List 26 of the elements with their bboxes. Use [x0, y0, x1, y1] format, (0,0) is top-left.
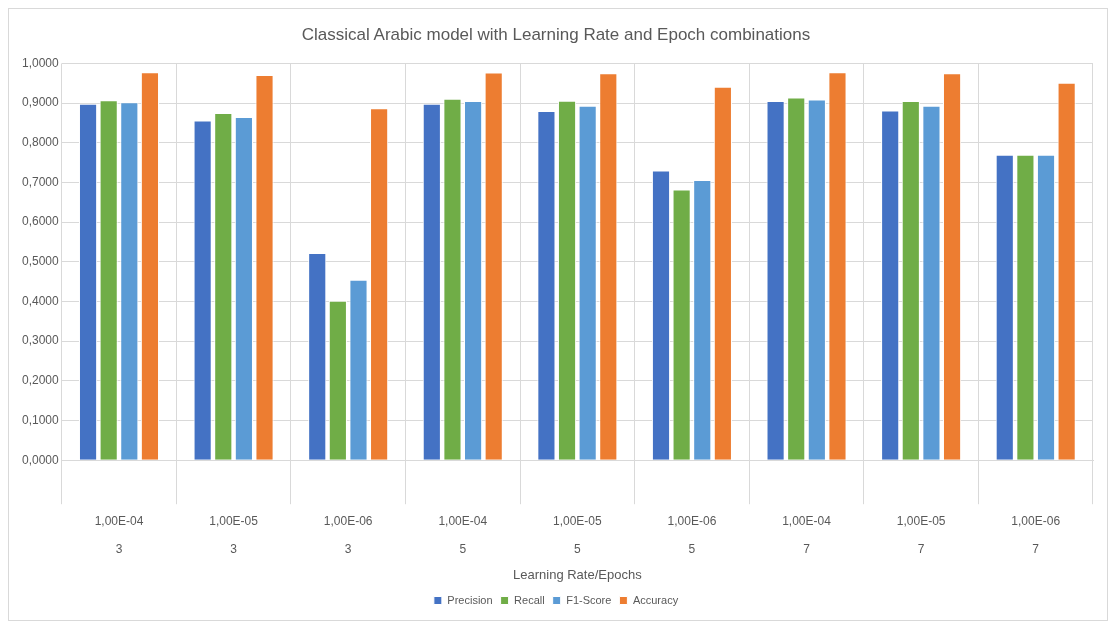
- legend-label: Accuracy: [632, 593, 679, 606]
- x-tick-label: 1,00E-04 3: [94, 514, 144, 556]
- x-tick-label: 1,00E-04 7: [782, 514, 832, 556]
- legend-label: Precision: [447, 593, 493, 606]
- y-tick-label: 0,3000: [22, 333, 60, 348]
- y-tick-label: 0,9000: [22, 95, 60, 110]
- x-tick-label: 1,00E-04 5: [438, 514, 488, 556]
- y-tick-label: 0,4000: [22, 293, 60, 308]
- y-tick-label: 0,2000: [22, 373, 60, 388]
- x-axis-title: Learning Rate/Epochs: [513, 566, 643, 582]
- legend-label: Recall: [514, 593, 545, 606]
- legend-label: F1-Score: [566, 593, 612, 606]
- chart-title: Classical Arabic model with Learning Rate and Epoch combinations: [301, 24, 811, 44]
- y-tick-label: 0,7000: [22, 174, 60, 189]
- x-tick-label: 1,00E-05 5: [553, 514, 603, 556]
- y-tick-label: 0,6000: [22, 214, 60, 229]
- y-tick-label: 0,0000: [22, 452, 60, 467]
- x-tick-label: 1,00E-06 5: [667, 514, 717, 556]
- x-tick-label: 1,00E-05 7: [896, 514, 946, 556]
- y-tick-label: 0,1000: [22, 412, 60, 427]
- y-tick-label: 1,0000: [22, 55, 60, 70]
- y-tick-label: 0,8000: [22, 135, 60, 150]
- x-tick-label: 1,00E-05 3: [209, 514, 259, 556]
- y-tick-label: 0,5000: [22, 254, 60, 269]
- x-tick-label: 1,00E-06 3: [323, 514, 373, 556]
- x-tick-label: 1,00E-06 7: [1011, 514, 1061, 556]
